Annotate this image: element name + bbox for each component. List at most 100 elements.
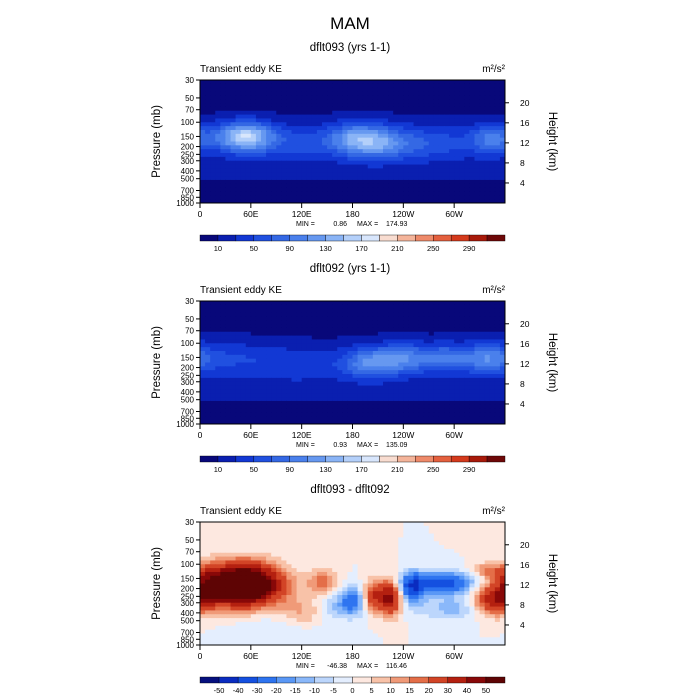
heatmap-cell	[362, 153, 369, 158]
heatmap-cell	[423, 110, 430, 116]
heatmap-cell	[413, 129, 420, 135]
y-tick-label: 250	[181, 150, 195, 159]
heatmap-cell	[271, 374, 277, 379]
heatmap-cell	[469, 362, 475, 367]
heatmap-cell	[423, 327, 430, 333]
heatmap-cell	[388, 301, 394, 306]
heatmap-cell	[306, 160, 313, 166]
heatmap-cell	[230, 374, 237, 379]
colorbar-swatch	[217, 455, 237, 463]
heatmap-cell	[240, 316, 247, 321]
heatmap-cell	[418, 149, 425, 154]
heatmap-cell	[337, 149, 343, 154]
heatmap-cell	[499, 195, 506, 200]
heatmap-cell	[215, 564, 221, 569]
heatmap-cell	[327, 172, 333, 177]
heatmap-cell	[327, 529, 333, 535]
heatmap-cell	[291, 183, 298, 189]
heatmap-cell	[383, 354, 389, 360]
heatmap-cell	[306, 416, 313, 421]
heatmap-cell	[311, 366, 318, 371]
heatmap-cell	[367, 385, 374, 390]
heatmap-cell	[271, 168, 277, 173]
heatmap-cell	[286, 525, 292, 531]
heatmap-cell	[225, 571, 231, 577]
heatmap-cell	[438, 548, 445, 554]
heatmap-cell	[499, 358, 506, 363]
heatmap-cell	[306, 571, 313, 577]
heatmap-cell	[479, 153, 486, 158]
y-tick-label: 850	[181, 193, 195, 202]
heatmap-cell	[311, 327, 318, 333]
heatmap-cell	[337, 385, 343, 390]
heatmap-cell	[276, 195, 282, 200]
heatmap-cell	[377, 327, 384, 333]
heatmap-cell	[347, 354, 353, 360]
heatmap-cell	[362, 354, 369, 360]
heatmap-cell	[459, 568, 465, 573]
heatmap-cell	[332, 91, 338, 96]
heatmap-cell	[327, 331, 333, 337]
heatmap-cell	[276, 95, 282, 100]
heatmap-cell	[377, 393, 384, 398]
heatmap-cell	[367, 420, 374, 425]
heatmap-cell	[327, 133, 333, 139]
heatmap-cell	[240, 118, 247, 123]
heatmap-cell	[362, 106, 369, 112]
heatmap-cell	[357, 301, 364, 306]
heatmap-cell	[428, 91, 435, 96]
heatmap-cell	[428, 106, 435, 112]
heatmap-cell	[474, 145, 481, 150]
heatmap-cell	[291, 575, 298, 581]
heatmap-cell	[205, 408, 211, 413]
heatmap-cell	[271, 308, 277, 314]
heatmap-cell	[438, 114, 445, 119]
heatmap-cell	[383, 400, 389, 406]
heatmap-cell	[469, 327, 475, 333]
heatmap-cell	[469, 381, 475, 387]
heatmap-cell	[291, 404, 298, 410]
heatmap-cell	[347, 525, 353, 531]
heatmap-cell	[413, 335, 420, 340]
heatmap-cell	[469, 183, 475, 189]
heatmap-cell	[372, 358, 379, 363]
heatmap-cell	[225, 583, 231, 588]
heatmap-cell	[469, 156, 475, 162]
heatmap-cell	[352, 339, 359, 344]
heatmap-cell	[210, 172, 216, 177]
heatmap-cell	[250, 522, 257, 527]
heatmap-cell	[377, 80, 384, 85]
heatmap-cell	[220, 95, 226, 100]
heatmap-cell	[255, 122, 262, 127]
heatmap-cell	[215, 583, 221, 588]
heatmap-cell	[474, 350, 481, 356]
heatmap-cell	[489, 548, 496, 554]
heatmap-cell	[276, 133, 282, 139]
heatmap-cell	[433, 156, 440, 162]
heatmap-cell	[205, 400, 211, 406]
heatmap-cell	[316, 393, 323, 398]
heatmap-cell	[250, 343, 257, 348]
heatmap-cell	[484, 575, 491, 581]
heatmap-cell	[494, 83, 501, 89]
heatmap-cell	[332, 308, 338, 314]
heatmap-cell	[235, 312, 242, 317]
heatmap-cell	[428, 327, 435, 333]
heatmap-cell	[454, 568, 460, 573]
heatmap-cell	[408, 354, 414, 360]
heatmap-cell	[372, 404, 379, 410]
heatmap-cell	[322, 571, 328, 577]
heatmap-cell	[469, 347, 475, 352]
heatmap-cell	[372, 381, 379, 387]
heatmap-cell	[433, 420, 440, 425]
heatmap-cell	[428, 335, 435, 340]
heatmap-cell	[459, 106, 465, 112]
heatmap-cell	[418, 114, 425, 119]
heatmap-cell	[306, 87, 313, 93]
heatmap-cell	[449, 183, 455, 189]
heatmap-cell	[261, 129, 267, 135]
heatmap-cell	[393, 187, 399, 192]
heatmap-cell	[362, 160, 369, 166]
heatmap-cell	[459, 529, 465, 535]
heatmap-cell	[408, 137, 414, 142]
